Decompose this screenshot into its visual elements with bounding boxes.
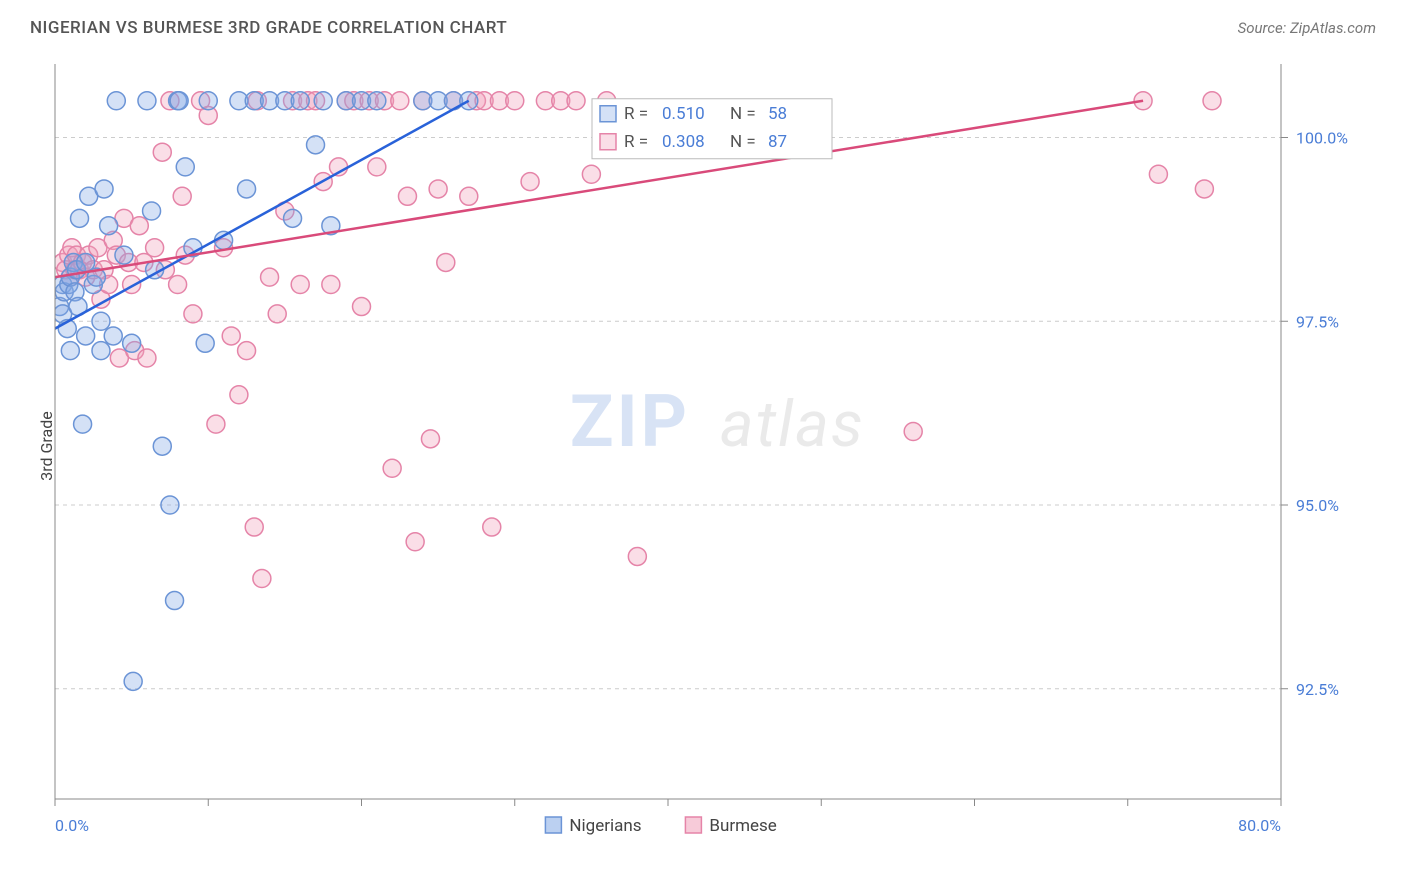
scatter-point	[161, 496, 179, 514]
scatter-point	[77, 327, 95, 345]
scatter-point	[314, 92, 332, 110]
scatter-point	[322, 276, 340, 294]
scatter-point	[261, 268, 279, 286]
scatter-point	[176, 158, 194, 176]
legend-r-value: 0.308	[662, 132, 705, 152]
scatter-point	[521, 173, 539, 191]
scatter-point	[238, 180, 256, 198]
watermark-atlas: atlas	[720, 387, 865, 462]
scatter-point	[92, 312, 110, 330]
chart-header: NIGERIAN VS BURMESE 3RD GRADE CORRELATIO…	[0, 0, 1406, 50]
x-tick-label: 0.0%	[55, 816, 89, 835]
scatter-point	[383, 459, 401, 477]
legend-r-label: R =	[624, 132, 648, 152]
scatter-point	[92, 342, 110, 360]
legend-n-value: 58	[768, 104, 787, 124]
scatter-point	[153, 143, 171, 161]
legend-r-label: R =	[624, 104, 648, 124]
scatter-point	[1203, 92, 1221, 110]
scatter-point	[130, 217, 148, 235]
scatter-point	[284, 209, 302, 227]
scatter-point	[398, 187, 416, 205]
scatter-point	[184, 305, 202, 323]
scatter-chart: ZIP atlas 0.0% 80.0% 92.5% 95.0% 97.5% 100.0% R …	[50, 54, 1376, 844]
scatter-point	[391, 92, 409, 110]
scatter-point	[353, 298, 371, 316]
watermark-zip-icon: ZIP	[570, 379, 690, 464]
scatter-point	[104, 327, 122, 345]
bottom-legend-label: Nigerians	[569, 816, 641, 836]
scatter-point	[166, 592, 184, 610]
scatter-point	[904, 423, 922, 441]
scatter-point	[169, 276, 187, 294]
legend-n-label: N =	[730, 104, 756, 124]
legend-n-label: N =	[730, 132, 756, 152]
chart-title: NIGERIAN VS BURMESE 3RD GRADE CORRELATIO…	[30, 18, 507, 38]
scatter-point	[146, 239, 164, 257]
scatter-point	[628, 547, 646, 565]
scatter-point	[123, 334, 141, 352]
scatter-point	[460, 187, 478, 205]
scatter-point	[100, 217, 118, 235]
scatter-point	[170, 92, 188, 110]
y-tick-label: 97.5%	[1296, 312, 1339, 331]
scatter-point	[268, 305, 286, 323]
x-tick-label: 80.0%	[1238, 816, 1281, 835]
bottom-legend-swatch	[685, 817, 701, 833]
scatter-point	[567, 92, 585, 110]
scatter-point	[368, 158, 386, 176]
scatter-point	[406, 533, 424, 551]
bottom-legend-swatch	[545, 817, 561, 833]
scatter-point	[199, 92, 217, 110]
scatter-point	[115, 246, 133, 264]
scatter-point	[582, 165, 600, 183]
scatter-point	[196, 334, 214, 352]
scatter-point	[230, 386, 248, 404]
scatter-point	[138, 92, 156, 110]
scatter-point	[138, 349, 156, 367]
scatter-point	[291, 92, 309, 110]
scatter-point	[368, 92, 386, 110]
scatter-point	[245, 518, 263, 536]
legend-swatch	[600, 106, 616, 122]
y-tick-label: 100.0%	[1296, 129, 1348, 148]
y-tick-label: 95.0%	[1296, 496, 1339, 515]
scatter-point	[71, 209, 89, 227]
chart-source: Source: ZipAtlas.com	[1238, 19, 1376, 37]
legend-n-value: 87	[768, 132, 787, 152]
legend-r-value: 0.510	[662, 104, 705, 124]
scatter-point	[61, 342, 79, 360]
scatter-point	[107, 92, 125, 110]
scatter-point	[1195, 180, 1213, 198]
scatter-point	[253, 570, 271, 588]
scatter-point	[307, 136, 325, 154]
scatter-point	[1149, 165, 1167, 183]
scatter-point	[124, 672, 142, 690]
scatter-point	[74, 415, 92, 433]
scatter-point	[506, 92, 524, 110]
scatter-point	[95, 180, 113, 198]
scatter-point	[153, 437, 171, 455]
chart-container: ZIP atlas 0.0% 80.0% 92.5% 95.0% 97.5% 100.0% R …	[50, 54, 1376, 844]
scatter-point	[291, 276, 309, 294]
scatter-point	[429, 180, 447, 198]
scatter-point	[143, 202, 161, 220]
legend-swatch	[600, 134, 616, 150]
scatter-point	[173, 187, 191, 205]
y-tick-label: 92.5%	[1296, 680, 1339, 699]
scatter-point	[483, 518, 501, 536]
scatter-point	[207, 415, 225, 433]
scatter-point	[421, 430, 439, 448]
scatter-point	[238, 342, 256, 360]
bottom-legend-label: Burmese	[709, 816, 776, 836]
scatter-point	[437, 253, 455, 271]
scatter-point	[222, 327, 240, 345]
